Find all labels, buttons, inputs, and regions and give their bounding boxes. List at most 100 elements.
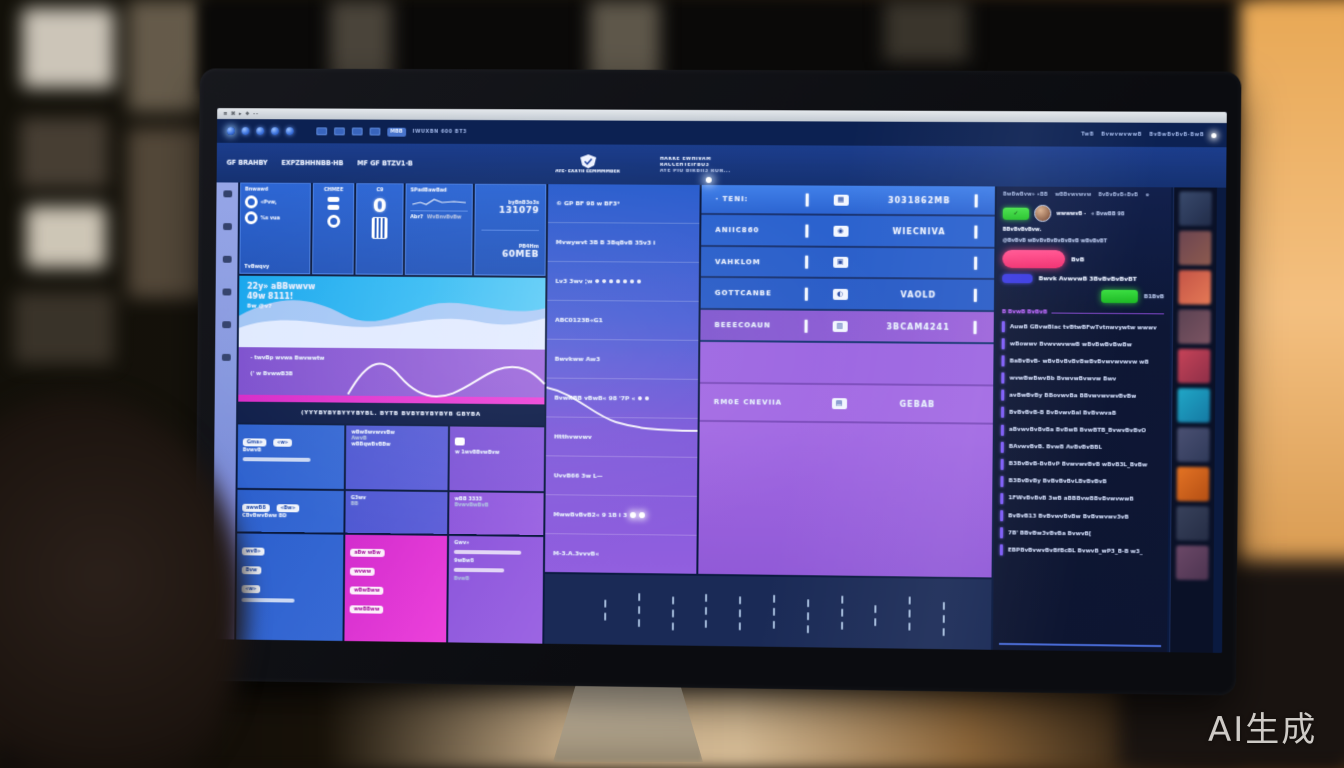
grid-card[interactable]: Gma» «w» BvwvB bbox=[237, 424, 345, 490]
feed-item[interactable]: BvBvB13 BvBvwvBvBw BvBvwvwv3vB bbox=[1000, 510, 1162, 523]
stat-card[interactable]: CHMEE bbox=[312, 182, 355, 275]
feed-item[interactable]: B3BvBvBy BvBvBvBvLBvBvBvB bbox=[1000, 475, 1162, 489]
thumbnail[interactable] bbox=[1176, 466, 1210, 502]
stat-card[interactable]: byBnB3o3s 131079 PB4Hm 60MEB bbox=[474, 183, 547, 276]
wave-chart-card[interactable]: 22y» aBBwwvw 49w 8111! 8w @v? · twvBp wv… bbox=[238, 275, 545, 426]
rail-gear-icon[interactable] bbox=[221, 353, 231, 361]
table-row[interactable]: BEEECOAUN ▥ 3BCAM4241 bbox=[700, 309, 994, 345]
chip[interactable]: wvB» bbox=[241, 547, 265, 556]
grid-card[interactable]: w 1wvBBvwBvw bbox=[449, 426, 545, 492]
feed-item[interactable]: EBPBvBvwvBvBfBcBL BvwvB_wP3_B·B w3_ bbox=[999, 544, 1162, 558]
stat-card[interactable]: C9 0 bbox=[355, 183, 404, 275]
avatar[interactable] bbox=[1034, 204, 1052, 222]
feed-tab[interactable]: wBBvwvwvw bbox=[1054, 191, 1092, 199]
thumbnail[interactable] bbox=[1178, 270, 1212, 305]
add-icon[interactable]: ⊕ bbox=[1145, 192, 1150, 199]
feed-item[interactable]: wBowwv BvwvwvwwB wBvBwBvBwBw bbox=[1001, 338, 1164, 350]
table-row[interactable]: ANIIC860 ◉ WIECNIVA bbox=[701, 214, 995, 249]
table-row[interactable]: · TENI: ▦ 3031862MB bbox=[701, 184, 995, 217]
thumbnail[interactable] bbox=[1177, 348, 1211, 384]
table-row[interactable]: GOTTCANBE ◐ VAOLD bbox=[700, 277, 995, 313]
grid-card[interactable]: Gwv» 9wBw8 BvwB bbox=[448, 535, 544, 644]
toolbar-refresh-icon[interactable] bbox=[351, 127, 363, 136]
toolbar-right-item[interactable]: BvBwBvBvB·BwB bbox=[1149, 131, 1205, 139]
thumbnail[interactable] bbox=[1176, 427, 1210, 463]
feed-item[interactable]: BAvwvBvB. BvwB AvBvBvBBL bbox=[1000, 441, 1163, 454]
grid-card[interactable]: wBw8wvwvvBw AwvB wBBqwBvBBw bbox=[345, 425, 449, 491]
rail-home-icon[interactable] bbox=[222, 190, 232, 198]
stat-card[interactable]: Bnwawd «Pvw, %s vua TvBwqvy bbox=[239, 182, 311, 275]
rail-grid-icon[interactable] bbox=[221, 288, 231, 296]
feed-item[interactable]: 7B' BBvBw3vBvBa BvwvB[ bbox=[999, 527, 1162, 540]
feed-item[interactable]: B3BvBvB-BvBvP BvwvwvBvB wBvB3L_BvBw bbox=[1000, 458, 1163, 472]
feed-item[interactable]: AuwB GBvwBlac tvBtwBFwTvtnwvywtw wwwv bbox=[1001, 321, 1164, 333]
tab-dot-icon[interactable] bbox=[271, 127, 279, 136]
green-confirm-button[interactable] bbox=[1101, 289, 1138, 304]
list-item[interactable]: UvvB66 3w L— bbox=[545, 456, 698, 497]
feed-item[interactable]: 1FWvBvBvB 3wB aBBBvwBBvBvwvwwB bbox=[1000, 493, 1162, 506]
chip[interactable]: «Bw» bbox=[276, 504, 300, 513]
grid-card[interactable]: G3wv BB bbox=[345, 491, 448, 534]
list-item[interactable]: MwwBvBvB2« 9 1B i 3 bbox=[545, 495, 697, 536]
rail-layers-icon[interactable] bbox=[222, 255, 232, 263]
feed-tab[interactable]: BwBwBvw» «BB bbox=[1002, 191, 1048, 198]
toolbar-address-text[interactable]: IWUXBN 600 BT3 bbox=[412, 128, 467, 135]
feed-tab[interactable]: BvBvBvB«BvB bbox=[1098, 192, 1139, 199]
timeline-ticks[interactable] bbox=[544, 573, 992, 650]
list-item[interactable]: Mvwywvt 3B B 3BqBvB 35v3 i bbox=[547, 223, 700, 263]
header-nav-item[interactable]: GF BRAHBY bbox=[226, 158, 268, 167]
toolbar-page-icon[interactable] bbox=[334, 127, 345, 136]
thumbnail[interactable] bbox=[1179, 191, 1212, 226]
toolbar-pill-badge[interactable]: MBB bbox=[387, 127, 406, 137]
tab-dot-icon[interactable] bbox=[226, 126, 235, 135]
rail-doc-icon[interactable] bbox=[221, 321, 231, 329]
tab-dot-icon[interactable] bbox=[256, 127, 265, 136]
thumbnail[interactable] bbox=[1177, 388, 1211, 423]
list-item[interactable]: Htthvwvwv bbox=[545, 417, 698, 458]
grid-card[interactable]: wvB» Bvw «w» bbox=[236, 533, 344, 641]
thumbnail[interactable] bbox=[1178, 230, 1212, 266]
chip[interactable]: Gma» bbox=[242, 438, 267, 447]
chip[interactable]: wvww bbox=[350, 567, 375, 576]
feed-item[interactable]: BvBvBvB-B BvBvwvBal BvBvwvaB bbox=[1001, 407, 1163, 420]
chip[interactable]: Bvw bbox=[241, 566, 262, 575]
rail-chart-icon[interactable] bbox=[222, 223, 232, 231]
list-item[interactable]: Lv3 3wv ¦w bbox=[547, 261, 700, 302]
chip[interactable]: wwBBww bbox=[349, 605, 384, 614]
toolbar-grid-icon[interactable] bbox=[316, 127, 328, 136]
blue-tag-pill[interactable] bbox=[1002, 273, 1033, 284]
account-row[interactable]: ✓ wwwwvB · « BvwBB 98 bbox=[1002, 204, 1165, 223]
grid-card[interactable]: aBw wBw wvww wBwBww wwBBww bbox=[344, 534, 448, 643]
thumbnail[interactable] bbox=[1175, 545, 1209, 581]
feed-item[interactable]: BaBvBvB- wBvBvBvBvBwBvBvwvwvwvw wB bbox=[1001, 355, 1163, 368]
feed-item[interactable]: wvwBwBwvBb BvwvwBvwvw Bwv bbox=[1001, 372, 1163, 385]
list-item[interactable]: Bwvkww Aw3 bbox=[546, 339, 699, 380]
tab-dot-icon[interactable] bbox=[241, 127, 250, 136]
list-item[interactable]: © GP BF 98 w BF3* bbox=[547, 184, 700, 224]
feed-item[interactable]: aBvwvBvBvBa BvBwB BvwBTB_BvwvBvBvO bbox=[1000, 424, 1163, 437]
toolbar-right-item[interactable]: BvwvwvwwB bbox=[1101, 131, 1143, 138]
header-nav-item[interactable]: EXPZBHHNBB·HB bbox=[281, 158, 344, 168]
feed-item[interactable]: avBwBvBy BBovwvBa BBvwvwvwvBvBw bbox=[1001, 389, 1163, 403]
table-row[interactable]: RM0E CNEVIIA ▤ GEBAB bbox=[699, 383, 994, 425]
chip[interactable]: «w» bbox=[273, 438, 293, 447]
list-item[interactable]: BvwKBB vBwB« 98 '7P « bbox=[546, 378, 699, 419]
tab-dot-icon[interactable] bbox=[285, 127, 294, 136]
table-row[interactable]: VAHKLOM ▣ bbox=[700, 246, 995, 280]
purple-link-row[interactable]: B BvwB BvBvB bbox=[1002, 309, 1165, 316]
chip[interactable]: awwB8 bbox=[242, 503, 270, 513]
pink-action-button[interactable] bbox=[1002, 249, 1066, 269]
header-nav-item[interactable]: MF GF BTZV1·B bbox=[357, 159, 413, 168]
list-item[interactable]: ABC0123B«G1 bbox=[546, 300, 699, 341]
grid-card[interactable]: wBB 3333 BvwvBwBvB bbox=[449, 492, 544, 536]
grid-card[interactable]: awwB8 «Bw» CBvBwvBww BD bbox=[237, 489, 344, 533]
stat-text: %s vua bbox=[260, 214, 281, 221]
thumbnail[interactable] bbox=[1177, 309, 1211, 344]
stat-card[interactable]: SPadBawBad Abr? WvBnvBvBw bbox=[404, 183, 473, 276]
chip[interactable]: aBw wBw bbox=[350, 548, 385, 558]
toolbar-right-item[interactable]: TwB bbox=[1081, 131, 1095, 138]
thumbnail[interactable] bbox=[1176, 506, 1210, 541]
chip[interactable]: wBwBww bbox=[349, 586, 384, 595]
toolbar-share-icon[interactable] bbox=[369, 127, 381, 136]
list-item[interactable]: M-3.A.3vvvB« bbox=[553, 549, 600, 558]
